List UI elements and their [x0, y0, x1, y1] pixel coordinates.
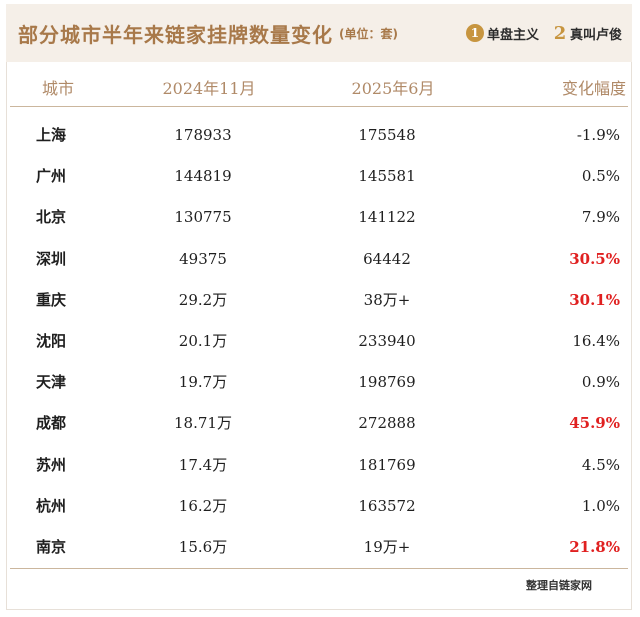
column-header-city: 城市	[42, 79, 75, 98]
table-row: 天津 19.7万 198769 0.9%	[0, 362, 640, 403]
brand-logo-2: 2 真叫卢俊	[553, 22, 622, 44]
nov-2024-cell: 17.4万	[178, 455, 228, 474]
header-bar: 部分城市半年来链家挂牌数量变化 (单位：套) 1 单盘主义 2 真叫卢俊	[6, 4, 632, 62]
jun-2025-cell: 233940	[358, 331, 416, 350]
change-cell: -1.9%	[576, 126, 620, 144]
city-cell: 杭州	[36, 496, 67, 515]
brand-logos: 1 单盘主义 2 真叫卢俊	[465, 22, 622, 44]
brand-2-text: 真叫卢俊	[569, 27, 622, 43]
city-cell: 苏州	[36, 455, 67, 474]
unit-label: (单位：套)	[339, 26, 398, 41]
table-row: 深圳 49375 64442 30.5%	[0, 239, 640, 280]
city-cell: 广州	[36, 167, 67, 186]
nov-2024-cell: 20.1万	[178, 331, 228, 350]
city-cell: 重庆	[36, 290, 67, 309]
city-cell: 北京	[36, 208, 67, 227]
header-divider	[10, 106, 628, 107]
nov-2024-cell: 18.71万	[174, 414, 232, 433]
jun-2025-cell: 19万+	[363, 537, 411, 556]
source-note: 整理自链家网	[526, 579, 592, 592]
city-cell: 上海	[36, 126, 67, 144]
nov-2024-cell: 130775	[174, 208, 232, 227]
jun-2025-cell: 64442	[363, 249, 411, 268]
jun-2025-cell: 145581	[358, 167, 416, 186]
city-cell: 沈阳	[36, 331, 67, 350]
column-header-nov-2024: 2024年11月	[162, 79, 256, 98]
jun-2025-cell: 198769	[358, 373, 416, 392]
nov-2024-cell: 178933	[174, 126, 232, 144]
change-cell: 7.9%	[581, 208, 620, 227]
nov-2024-cell: 49375	[179, 249, 227, 268]
table-row: 上海 178933 175548 -1.9%	[0, 115, 640, 156]
change-cell: 0.5%	[581, 167, 620, 186]
nov-2024-cell: 15.6万	[178, 537, 228, 556]
jun-2025-cell: 38万+	[363, 290, 411, 309]
brand-1-text: 单盘主义	[486, 27, 539, 43]
change-cell: 21.8%	[569, 537, 620, 556]
change-cell: 45.9%	[569, 414, 620, 433]
jun-2025-cell: 141122	[358, 208, 416, 227]
brand-1-icon: 1	[465, 24, 484, 42]
city-cell: 南京	[36, 537, 67, 556]
jun-2025-cell: 163572	[358, 496, 416, 515]
table-row: 重庆 29.2万 38万+ 30.1%	[0, 280, 640, 321]
change-cell: 1.0%	[581, 496, 620, 515]
brand-logo-1: 1 单盘主义	[465, 24, 539, 43]
nov-2024-cell: 16.2万	[178, 496, 228, 515]
table-row: 北京 130775 141122 7.9%	[0, 197, 640, 238]
city-cell: 成都	[36, 414, 67, 433]
city-cell: 深圳	[36, 249, 67, 268]
table-row: 苏州 17.4万 181769 4.5%	[0, 445, 640, 486]
change-cell: 0.9%	[581, 373, 620, 392]
footer-divider	[10, 568, 628, 569]
change-cell: 30.5%	[569, 249, 620, 268]
table-row: 南京 15.6万 19万+ 21.8%	[0, 527, 640, 568]
table-row: 沈阳 20.1万 233940 16.4%	[0, 321, 640, 362]
change-cell: 30.1%	[569, 290, 620, 309]
column-header-change: 变化幅度	[561, 79, 626, 98]
brand-2-icon: 2	[553, 22, 567, 44]
table-row: 成都 18.71万 272888 45.9%	[0, 403, 640, 444]
table-row: 杭州 16.2万 163572 1.0%	[0, 486, 640, 527]
table-card	[6, 4, 632, 610]
table-body: 上海 178933 175548 -1.9% 广州 144819 145581 …	[0, 115, 640, 568]
table-row: 广州 144819 145581 0.5%	[0, 156, 640, 197]
page-title: 部分城市半年来链家挂牌数量变化	[18, 22, 333, 47]
nov-2024-cell: 19.7万	[178, 373, 228, 392]
change-cell: 16.4%	[572, 331, 620, 350]
table-header: 城市 2024年11月 2025年6月 变化幅度	[6, 70, 632, 104]
nov-2024-cell: 29.2万	[178, 290, 228, 309]
column-header-jun-2025: 2025年6月	[351, 79, 435, 98]
change-cell: 4.5%	[581, 455, 620, 474]
jun-2025-cell: 272888	[358, 414, 416, 433]
city-cell: 天津	[36, 373, 67, 392]
jun-2025-cell: 175548	[358, 126, 416, 144]
nov-2024-cell: 144819	[174, 167, 232, 186]
jun-2025-cell: 181769	[358, 455, 416, 474]
